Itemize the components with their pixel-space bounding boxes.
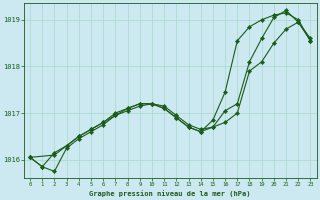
X-axis label: Graphe pression niveau de la mer (hPa): Graphe pression niveau de la mer (hPa) bbox=[90, 190, 251, 197]
